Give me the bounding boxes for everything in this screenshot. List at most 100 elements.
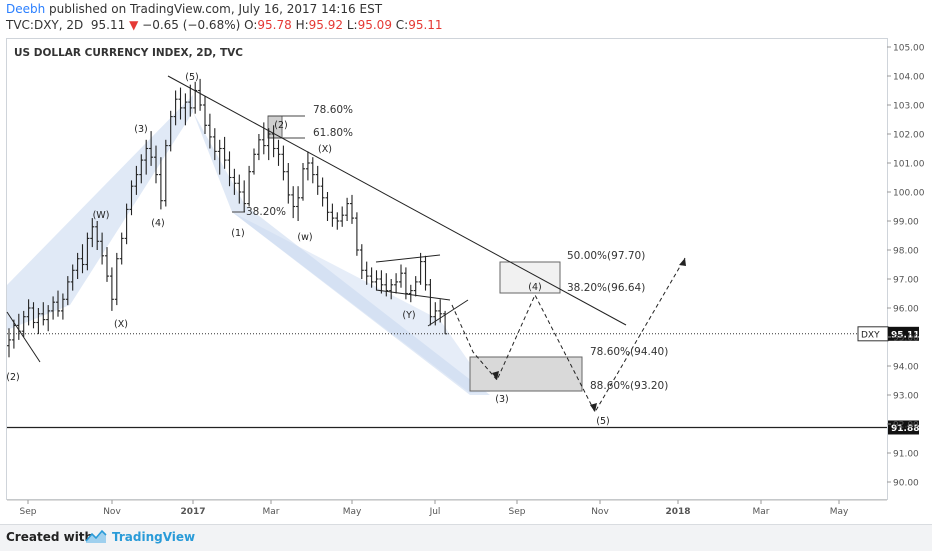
ohlc-bar [374,270,379,291]
last-price: 95.11 [90,18,126,32]
y-tick-label: 99.00 [893,218,919,228]
ohlc-bar [399,264,403,288]
ohlc-bar [129,180,134,216]
wave-labels: (2) (W) (X) (3) (4) (5) (1) (2) (w) (X) (Y) (3) (4) (… [6,72,668,427]
publish-line: Deebh published on TradingView.com, July… [6,2,382,16]
projection-arrowhead [679,258,686,266]
y-tick-label: 101.00 [893,160,925,170]
ohlc-bar [364,261,369,285]
chart-title: US DOLLAR CURRENCY INDEX, 2D, TVC [14,47,243,59]
ohlc-bar [144,139,149,175]
open-value: 95.78 [257,18,292,32]
ohlc-bar [203,96,207,134]
ohlc-bar [26,299,31,326]
symbol-label: TVC:DXY, 2D [6,18,84,32]
support-tag [888,420,919,435]
down-arrow-icon: ▼ [129,18,139,32]
wave-label: (5) [185,72,198,83]
price-change: −0.65 (−0.68%) [142,18,241,32]
ohlc-bar [173,90,178,126]
ohlc-bar [188,84,193,117]
fib-label: 38.20% [246,206,286,218]
ohlc-bar [95,221,100,250]
ohlc-bar [247,165,252,207]
ohlc-bar [266,128,271,161]
triangle-lower [375,289,451,301]
ohlc-bar [56,290,60,317]
wave-label: (3) [134,124,147,135]
tradingview-brand-link[interactable]: TradingView [112,530,196,544]
ohlc-bar [325,192,330,221]
y-tick-label: 103.00 [893,102,925,112]
y-tick-label: 93.00 [893,392,919,402]
ohlc-bar [286,163,291,204]
ohlc-bar [183,93,188,126]
ohlc-bar [178,87,183,120]
fib-label: 88.60%(93.20) [590,380,668,392]
wave-label: (1) [231,228,244,239]
ohlc-bar [65,276,70,306]
ohlc-bar [60,293,65,320]
ohlc-bar [168,110,173,152]
ohlc-bar [80,244,85,274]
y-tick-label: 92.00 [893,421,919,431]
ohlc-bar [105,247,109,282]
close-label: C: [395,18,409,32]
fib-label: 78.60%(94.40) [590,346,668,358]
ohlc-bar [345,197,350,221]
y-tick-label: 94.00 [893,363,919,373]
trend-lines: DXY 95.11 91.88 [6,75,919,435]
ohlc-bar [124,203,129,245]
ohlc-bar [379,270,384,294]
high-value: 95.92 [308,18,344,32]
wave-label: (2) [274,120,287,131]
y-tick-label: 91.00 [893,450,919,460]
y-tick-label: 90.00 [893,479,919,489]
x-tick-label: Sep [509,507,526,517]
ohlc-bar [193,81,198,114]
wave-channel [7,95,490,395]
x-tick-label: Nov [591,507,609,517]
ohlc-bar [154,145,158,184]
y-tick-label: 100.00 [893,189,925,199]
ohlc-bar [354,212,359,256]
fib-box-3 [469,356,583,392]
ohlc-bar [291,186,296,219]
projection-arrowhead [492,371,499,380]
ohlc-bar [134,165,139,195]
ohlc-bar [51,296,56,320]
wave-label: (W) [93,210,110,221]
ohlc-bar [271,125,276,158]
wave-label: (2) [6,372,19,383]
support-value: 91.88 [891,424,919,434]
ohlc-bar [158,157,163,210]
published-text: published on TradingView.com, July 16, 2… [45,2,383,16]
x-tick-label: Jul [429,507,441,517]
projection-path [451,257,686,414]
wave-label: (Y) [402,310,415,321]
y-tick-label: 96.00 [893,305,919,315]
ohlc-bar [276,139,281,166]
ohlc-bar [75,252,80,279]
ohlc-bar [428,279,433,326]
low-value: 95.09 [357,18,392,32]
ohlc-bar [413,276,418,297]
price-chart[interactable]: DXY 95.11 91.88 (2) (W) (X) (3) (4) (5) (1) (2) (w… [0,0,932,524]
ohlc-bar [85,232,90,271]
author-link[interactable]: Deebh [6,2,46,16]
ohlc-bar [252,148,256,175]
x-tick-label: May [830,507,849,517]
y-tick-label: 105.00 [893,44,925,54]
created-with-text: Created with [6,530,94,544]
chart-header: Deebh published on TradingView.com, July… [0,0,932,36]
ohlc-bar [335,212,340,230]
symbol-line: TVC:DXY, 2D 95.11 ▼ −0.65 (−0.68%) O:95.… [6,18,443,32]
ohlc-bar [330,203,335,227]
projection-arrowhead [590,403,597,412]
ohlc-bars [7,78,448,358]
last-price-tag [888,326,919,341]
ohlc-bar [423,255,428,291]
ohlc-bar [109,267,114,311]
x-tick-label: Nov [103,507,121,517]
ohlc-bar [369,267,374,288]
